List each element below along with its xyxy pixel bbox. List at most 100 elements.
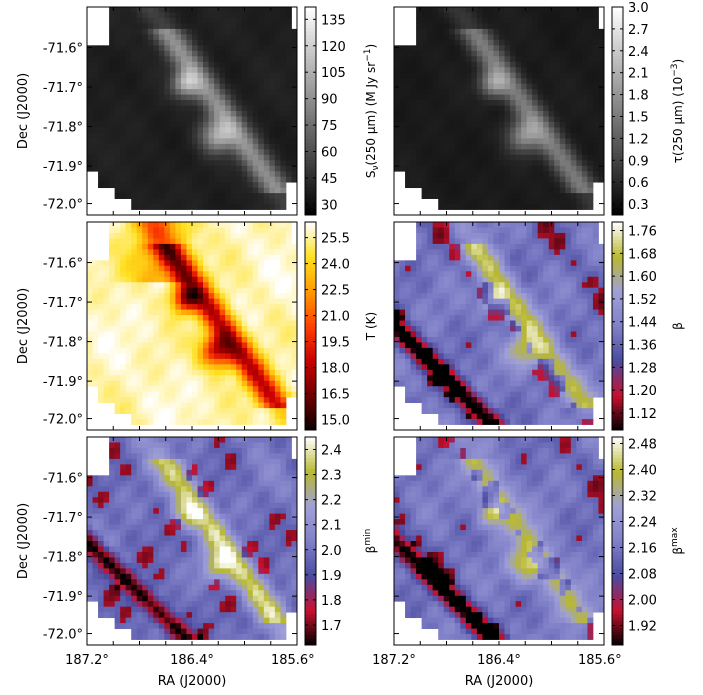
heatmap-cell [421,45,428,52]
heatmap-cell [214,187,221,194]
heatmap-cell [92,375,99,382]
heatmap-cell [394,132,400,139]
heatmap-cell [449,287,456,294]
heatmap-cell [410,105,417,112]
heatmap-cell [241,336,248,343]
heatmap-cell [252,342,259,349]
heatmap-cell [532,127,539,134]
heatmap-cell [252,309,259,316]
heatmap-cell [241,132,248,139]
heatmap-cell [482,67,489,74]
heatmap-cell [225,419,232,425]
heatmap-cell [230,358,237,365]
heatmap-cell [416,67,423,74]
heatmap-cell [587,127,594,134]
heatmap-cell [427,165,434,172]
heatmap-cell [482,298,489,305]
heatmap-cell [581,143,588,150]
heatmap-cell [280,320,287,327]
heatmap-cell [147,309,154,316]
heatmap-cell [142,12,149,19]
heatmap-cell [476,17,483,24]
heatmap-cell [548,171,555,178]
heatmap-cell [587,7,594,13]
heatmap-cell [443,331,450,338]
heatmap-cell [543,193,550,199]
heatmap-cell [158,347,165,354]
heatmap-cell [109,28,116,35]
heatmap-cell [186,127,193,134]
heatmap-cell [460,260,467,267]
heatmap-cell [120,50,127,57]
heatmap-cell [510,83,516,90]
heatmap-cell [214,149,221,156]
heatmap-cell [241,116,248,123]
heatmap-cell [225,331,232,338]
heatmap-cell [114,369,121,376]
heatmap-cell [208,271,215,278]
heatmap-cell [280,238,287,245]
heatmap-cell [565,132,572,139]
heatmap-cell [432,182,439,189]
heatmap-cell [263,347,270,354]
heatmap-cell [98,67,104,74]
heatmap-cell [592,121,599,128]
heatmap-cell [131,100,138,106]
heatmap-cell [197,271,204,278]
heatmap-cell [153,132,160,139]
heatmap-cell [421,160,428,167]
heatmap-cell [203,326,209,332]
heatmap-cell [131,61,138,68]
heatmap-cell [421,28,428,35]
heatmap-cell [285,293,292,300]
heatmap-cell [258,182,265,189]
heatmap-cell [587,143,594,150]
heatmap-cell [487,282,494,289]
heatmap-cell [247,222,254,228]
heatmap-cell [158,364,165,371]
heatmap-cell [565,105,572,112]
heatmap-cell [592,111,599,117]
heatmap-cell [421,282,428,289]
heatmap-cell [125,408,132,414]
heatmap-cell [175,187,182,194]
heatmap-cell [576,160,583,167]
heatmap-cell [465,309,472,316]
heatmap-cell [241,358,248,365]
heatmap-cell [581,204,588,210]
heatmap-cell [274,50,281,57]
heatmap-cell [465,198,472,205]
heatmap-cell [587,176,594,183]
heatmap-cell [153,222,160,228]
heatmap-cell [153,309,160,316]
heatmap-cell [482,56,489,63]
colorbar-segment [612,211,623,216]
y-axis-label: Dec (J2000) [16,73,31,149]
heatmap-cell [454,56,461,63]
heatmap-cell [169,232,176,239]
heatmap-cell [131,39,138,46]
heatmap-cell [158,111,165,117]
heatmap-cell [208,204,215,210]
heatmap-cell [258,326,265,332]
heatmap-cell [416,78,423,85]
heatmap-cell [158,165,165,172]
heatmap-cell [247,271,254,278]
heatmap-cell [109,100,116,106]
heatmap-cell [192,413,198,420]
heatmap-cell [258,154,265,161]
heatmap-cell [192,132,198,139]
heatmap-cell [241,293,248,300]
heatmap-cell [559,132,566,139]
heatmap-cell [186,165,193,172]
y-tick-label: -71.9° [43,375,83,390]
heatmap-cell [493,293,500,300]
heatmap-cell [136,193,143,199]
colorbar-segment [305,280,316,285]
heatmap-cell [241,204,248,210]
heatmap-cell [247,17,254,24]
heatmap-cell [236,89,243,95]
colorbar-segment [305,72,316,77]
heatmap-cell [449,176,456,183]
heatmap-cell [421,353,428,360]
